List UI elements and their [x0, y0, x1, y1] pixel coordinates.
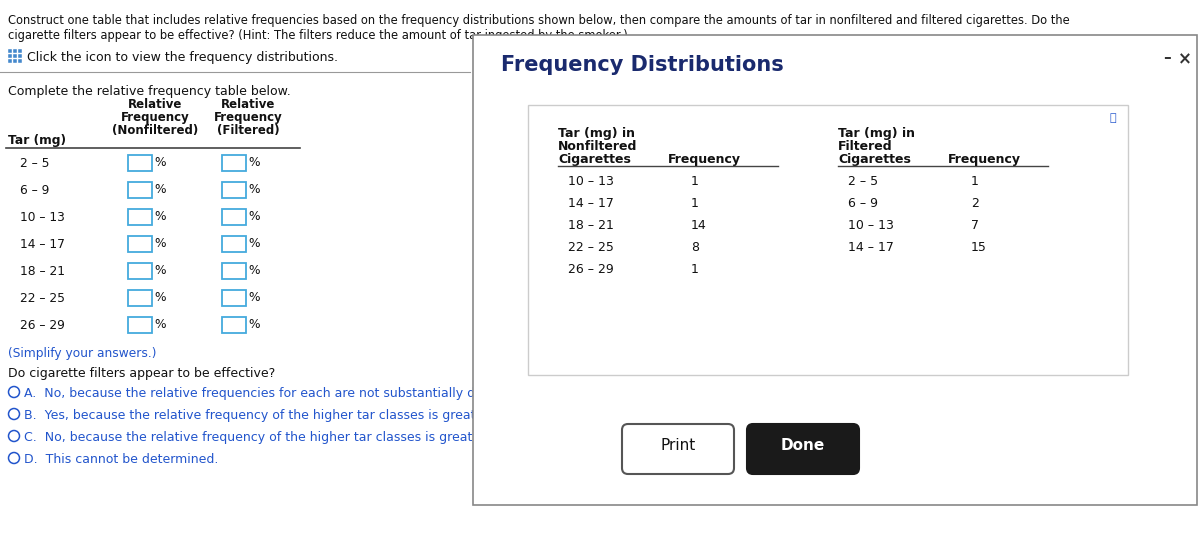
Text: 7: 7 — [971, 219, 979, 232]
Bar — [128, 209, 152, 225]
Text: Relative: Relative — [128, 98, 182, 111]
Bar — [222, 236, 246, 252]
Text: 26 – 29: 26 – 29 — [568, 263, 613, 276]
Text: Frequency: Frequency — [121, 111, 190, 124]
Text: Construct one table that includes relative frequencies based on the frequency di: Construct one table that includes relati… — [8, 14, 1069, 27]
Text: %: % — [248, 264, 259, 277]
Text: C.  No, because the relative frequency of the higher tar classes is greater for : C. No, because the relative frequency of… — [24, 431, 626, 444]
Text: 2 – 5: 2 – 5 — [20, 157, 49, 170]
FancyBboxPatch shape — [746, 424, 859, 474]
Bar — [222, 182, 246, 198]
Bar — [8, 49, 12, 53]
Bar — [222, 290, 246, 306]
Text: Tar (mg) in: Tar (mg) in — [558, 127, 635, 140]
Text: 26 – 29: 26 – 29 — [20, 319, 65, 332]
Bar — [128, 155, 152, 171]
Text: 22 – 25: 22 – 25 — [20, 292, 65, 305]
Text: %: % — [154, 183, 166, 196]
Text: 14 – 17: 14 – 17 — [20, 238, 65, 251]
Text: cigarette filters appear to be effective? (Hint: The filters reduce the amount o: cigarette filters appear to be effective… — [8, 29, 628, 42]
Text: Relative: Relative — [221, 98, 275, 111]
Text: 18 – 21: 18 – 21 — [20, 265, 65, 278]
Bar — [473, 35, 1198, 505]
Text: Frequency: Frequency — [668, 153, 742, 166]
Text: 18 – 21: 18 – 21 — [568, 219, 614, 232]
Bar — [8, 59, 12, 63]
Text: %: % — [248, 291, 259, 304]
Text: 2: 2 — [971, 197, 979, 210]
Text: Tar (mg): Tar (mg) — [8, 134, 66, 147]
Bar — [8, 54, 12, 58]
Text: (Nonfiltered): (Nonfiltered) — [112, 124, 198, 137]
Text: %: % — [154, 210, 166, 223]
Text: %: % — [248, 183, 259, 196]
Text: %: % — [248, 237, 259, 250]
Text: %: % — [154, 156, 166, 169]
Text: 15: 15 — [971, 241, 986, 254]
Text: Tar (mg) in: Tar (mg) in — [838, 127, 916, 140]
Text: %: % — [154, 237, 166, 250]
Text: %: % — [154, 318, 166, 331]
Text: 8: 8 — [691, 241, 698, 254]
Bar — [128, 290, 152, 306]
Text: (Simplify your answers.): (Simplify your answers.) — [8, 347, 156, 360]
Text: ×: × — [1178, 50, 1192, 68]
Text: 2 – 5: 2 – 5 — [848, 175, 878, 188]
Text: Frequency Distributions: Frequency Distributions — [502, 55, 784, 75]
Text: 6 – 9: 6 – 9 — [848, 197, 878, 210]
Text: 14: 14 — [691, 219, 707, 232]
Bar — [528, 105, 1128, 375]
Bar — [18, 59, 22, 63]
Bar — [13, 49, 17, 53]
Text: %: % — [154, 291, 166, 304]
Text: Nonfiltered: Nonfiltered — [558, 140, 637, 153]
Text: ⧉: ⧉ — [1110, 113, 1117, 123]
Bar — [128, 236, 152, 252]
Bar — [18, 49, 22, 53]
Bar — [222, 263, 246, 279]
Text: Print: Print — [660, 438, 696, 453]
Bar — [222, 317, 246, 333]
Bar — [18, 54, 22, 58]
Text: Frequency: Frequency — [214, 111, 282, 124]
Text: 10 – 13: 10 – 13 — [568, 175, 614, 188]
Text: (Filtered): (Filtered) — [217, 124, 280, 137]
FancyBboxPatch shape — [622, 424, 734, 474]
Text: %: % — [154, 264, 166, 277]
Text: Cigarettes: Cigarettes — [558, 153, 631, 166]
Text: %: % — [248, 318, 259, 331]
Text: 1: 1 — [691, 175, 698, 188]
Text: %: % — [248, 156, 259, 169]
Text: 22 – 25: 22 – 25 — [568, 241, 614, 254]
Text: D.  This cannot be determined.: D. This cannot be determined. — [24, 453, 218, 466]
Bar — [128, 182, 152, 198]
Text: Complete the relative frequency table below.: Complete the relative frequency table be… — [8, 85, 290, 98]
Text: 1: 1 — [691, 197, 698, 210]
Text: Frequency: Frequency — [948, 153, 1021, 166]
Bar — [13, 54, 17, 58]
Text: 1: 1 — [691, 263, 698, 276]
Text: 14 – 17: 14 – 17 — [568, 197, 614, 210]
Text: 10 – 13: 10 – 13 — [848, 219, 894, 232]
Text: Click the icon to view the frequency distributions.: Click the icon to view the frequency dis… — [28, 51, 338, 64]
Text: 10 – 13: 10 – 13 — [20, 211, 65, 224]
Text: 6 – 9: 6 – 9 — [20, 184, 49, 197]
Text: Filtered: Filtered — [838, 140, 893, 153]
Bar — [222, 155, 246, 171]
Text: 1: 1 — [971, 175, 979, 188]
Bar — [128, 317, 152, 333]
Text: –: – — [1163, 50, 1171, 65]
Text: %: % — [248, 210, 259, 223]
Text: A.  No, because the relative frequencies for each are not substantially differen: A. No, because the relative frequencies … — [24, 387, 524, 400]
Bar — [222, 209, 246, 225]
Bar — [13, 59, 17, 63]
Text: Do cigarette filters appear to be effective?: Do cigarette filters appear to be effect… — [8, 367, 275, 380]
Text: B.  Yes, because the relative frequency of the higher tar classes is greater for: B. Yes, because the relative frequency o… — [24, 409, 653, 422]
Text: 14 – 17: 14 – 17 — [848, 241, 894, 254]
Text: Done: Done — [781, 438, 826, 453]
Text: Cigarettes: Cigarettes — [838, 153, 911, 166]
Bar — [128, 263, 152, 279]
